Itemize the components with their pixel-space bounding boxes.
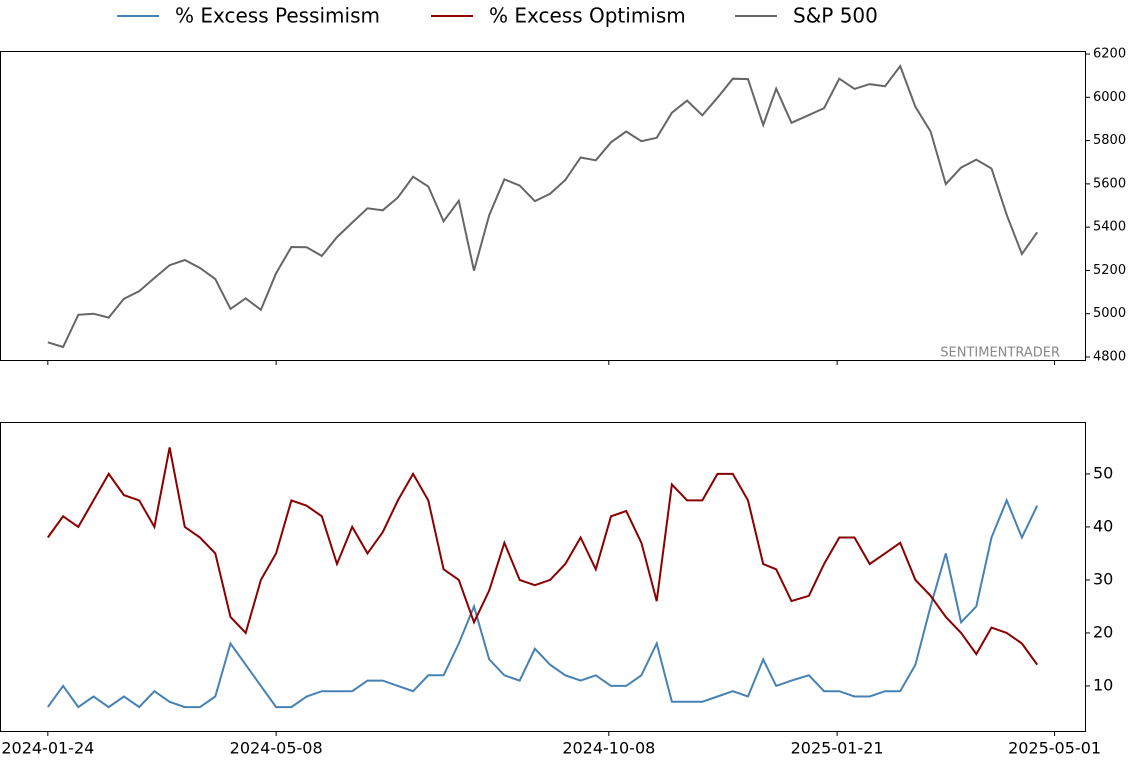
x-tick-label: 2025-05-01 — [1008, 739, 1101, 758]
y-tick-label: 5800 — [1093, 133, 1126, 148]
y-tick-label: 5000 — [1093, 306, 1126, 321]
y-tick-label: 4800 — [1093, 349, 1126, 364]
x-tick-label: 2024-05-08 — [230, 739, 323, 758]
watermark: SENTIMENTRADER — [940, 346, 1060, 361]
bottom-panel-frame — [0, 422, 1086, 732]
y-tick-label: 50 — [1093, 463, 1113, 482]
y-tick-label: 10 — [1093, 675, 1113, 694]
legend-label: S&P 500 — [793, 4, 878, 28]
legend-label: % Excess Pessimism — [175, 4, 380, 28]
y-tick-label: 5200 — [1093, 263, 1126, 278]
y-tick-label: 5400 — [1093, 220, 1126, 235]
x-tick-label: 2024-10-08 — [562, 739, 655, 758]
y-tick-label: 40 — [1093, 516, 1113, 535]
y-tick-label: 6200 — [1093, 47, 1126, 62]
series-line — [47, 64, 1039, 349]
top-panel-frame — [0, 51, 1086, 361]
legend-label: % Excess Optimism — [489, 4, 686, 28]
series-line — [46, 497, 1039, 709]
y-tick-label: 20 — [1093, 622, 1113, 641]
y-tick-label: 30 — [1093, 569, 1113, 588]
series-line — [46, 447, 1039, 666]
x-tick-label: 2024-01-24 — [1, 739, 94, 758]
y-tick-label: 6000 — [1093, 90, 1126, 105]
x-tick-label: 2025-01-21 — [791, 739, 884, 758]
y-tick-label: 5600 — [1093, 176, 1126, 191]
